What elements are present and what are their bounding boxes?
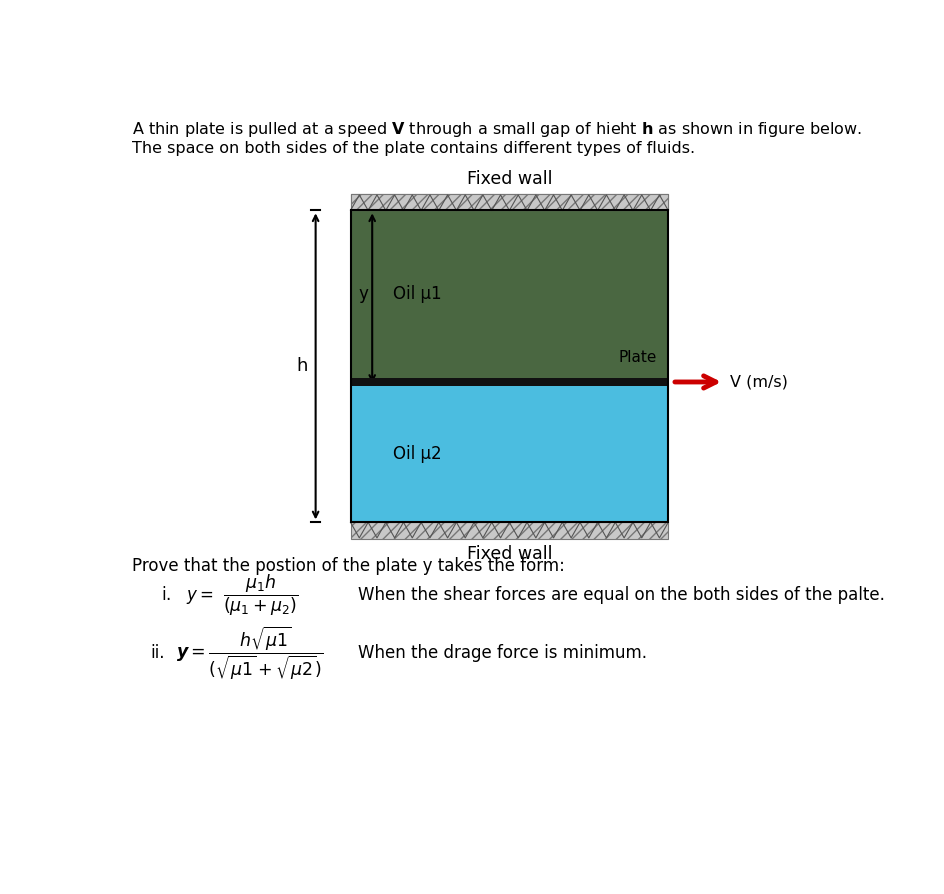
Text: i.   $y=$: i. $y=$ [160, 585, 213, 606]
Text: When the shear forces are equal on the both sides of the palte.: When the shear forces are equal on the b… [359, 586, 885, 604]
Text: Oil μ2: Oil μ2 [393, 445, 442, 463]
Bar [350, 522, 668, 539]
Bar [350, 378, 668, 386]
Bar [350, 210, 668, 522]
Text: The space on both sides of the plate contains different types of fluids.: The space on both sides of the plate con… [132, 141, 695, 156]
FancyArrowPatch shape [675, 375, 716, 388]
Text: $\boldsymbol{y} = \dfrac{h\sqrt{\mu 1}}{(\sqrt{\mu 1}+\sqrt{\mu 2})}$: $\boldsymbol{y} = \dfrac{h\sqrt{\mu 1}}{… [177, 624, 324, 682]
Bar [350, 210, 668, 378]
Text: V (m/s): V (m/s) [731, 375, 788, 390]
Text: Oil μ1: Oil μ1 [393, 285, 442, 303]
Text: ii.: ii. [150, 645, 165, 662]
Text: A thin plate is pulled at a speed $\mathbf{V}$ through a small gap of hieht $\ma: A thin plate is pulled at a speed $\math… [132, 120, 862, 139]
Bar [350, 193, 668, 210]
Text: $\dfrac{\mu_1 h}{(\mu_1 + \mu_2)}$: $\dfrac{\mu_1 h}{(\mu_1 + \mu_2)}$ [223, 573, 298, 618]
Text: h: h [296, 358, 308, 375]
Text: Fixed wall: Fixed wall [466, 544, 552, 562]
Text: When the drage force is minimum.: When the drage force is minimum. [359, 645, 648, 662]
Bar [350, 386, 668, 522]
Text: Fixed wall: Fixed wall [466, 170, 552, 188]
Text: y: y [359, 285, 368, 303]
Text: Plate: Plate [618, 350, 657, 365]
Text: Prove that the postion of the plate y takes the form:: Prove that the postion of the plate y ta… [132, 557, 565, 575]
